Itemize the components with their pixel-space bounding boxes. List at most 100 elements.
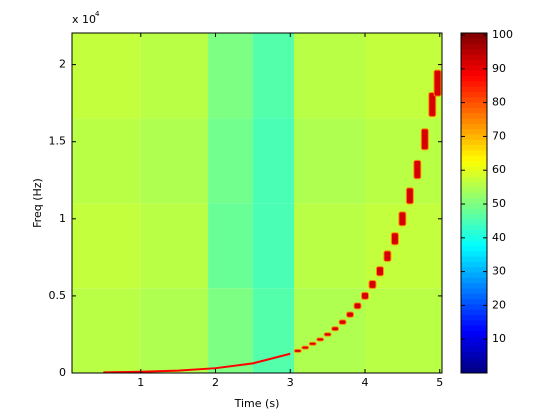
x-tick-label: 3 [287, 376, 294, 389]
colorbar-tick-label: 30 [492, 265, 506, 278]
spectrogram-cell [72, 288, 141, 373]
colorbar-tick-label: 20 [492, 298, 506, 311]
chirp-segment [361, 291, 370, 300]
colorbar-tick-label: 70 [492, 129, 506, 142]
chirp-segment [346, 311, 355, 318]
colorbar-step [461, 59, 487, 66]
spectrogram-cell [72, 118, 141, 204]
colorbar-step [461, 176, 487, 183]
colorbar-step [461, 43, 487, 50]
colorbar-step [461, 309, 487, 316]
colorbar-step [461, 218, 487, 225]
colorbar-step [461, 335, 487, 342]
y-tick-label: 1.5 [49, 135, 67, 148]
chirp-segment [375, 266, 384, 277]
colorbar-step [461, 266, 487, 273]
colorbar-step [461, 102, 487, 108]
colorbar-step [461, 187, 487, 193]
chirp-segment [405, 187, 414, 205]
colorbar-step [461, 192, 487, 199]
y-tick-label: 0.5 [49, 289, 67, 302]
colorbar-step [461, 367, 487, 374]
spectrogram-cell [72, 203, 141, 289]
spectrogram-cell [140, 203, 209, 289]
colorbar-step [461, 330, 487, 337]
y-tick-label: 1 [59, 212, 66, 225]
colorbar-step [461, 133, 487, 140]
colorbar-step [461, 272, 487, 278]
colorbar-step [461, 70, 487, 76]
colorbar-step [461, 293, 487, 300]
spectrogram-cell [140, 118, 209, 204]
colorbar-step [461, 282, 487, 289]
chirp-segment [293, 348, 302, 353]
spectrogram-cell [294, 33, 366, 119]
colorbar-step [461, 123, 487, 130]
colorbar-step [461, 351, 487, 358]
chirp-line [103, 352, 291, 374]
colorbar-step [461, 171, 487, 177]
spectrogram-cell [252, 118, 294, 204]
colorbar-step [461, 155, 487, 161]
colorbar-step [461, 314, 487, 321]
spectrogram-cell [365, 288, 442, 373]
colorbar-step [461, 149, 487, 156]
chirp-segment [353, 302, 362, 310]
y-exponent-base: x 10 [72, 13, 96, 26]
spectrogram-cell [294, 203, 366, 289]
colorbar-step [461, 240, 487, 246]
colorbar-step [461, 48, 487, 55]
colorbar-step [461, 96, 487, 103]
colorbar-step [461, 234, 487, 241]
colorbar-step [461, 303, 487, 310]
colorbar-step [461, 80, 487, 87]
x-axis-label: Time (s) [234, 397, 280, 410]
colorbar-step [461, 288, 487, 294]
colorbar-step [461, 64, 487, 71]
spectrogram-cell [208, 33, 253, 119]
spectrogram-cell [294, 288, 366, 373]
colorbar-step [461, 118, 487, 124]
colorbar-step [461, 245, 487, 252]
colorbar-step [461, 298, 487, 305]
colorbar-step [461, 160, 487, 167]
x-tick-label: 1 [137, 376, 144, 389]
colorbar-step [461, 319, 487, 326]
colorbar-step [461, 38, 487, 45]
colorbar-step [461, 181, 487, 188]
chirp-segment [308, 341, 317, 346]
colorbar-tick-label: 40 [492, 231, 506, 244]
colorbar-frame [460, 32, 488, 374]
colorbar-tick-label: 80 [492, 96, 506, 109]
chirp-segment [428, 91, 437, 118]
colorbar-step [461, 341, 487, 347]
colorbar-step [461, 229, 487, 236]
colorbar-step [461, 197, 487, 204]
chirp-segment [383, 250, 392, 262]
colorbar-step [461, 362, 487, 369]
x-tick-label: 5 [436, 376, 443, 389]
colorbar-step [461, 86, 487, 92]
chirp-segment [301, 345, 310, 350]
chirp-segment [338, 319, 347, 325]
spectrogram-cell [208, 288, 253, 373]
x-tick-label: 2 [212, 376, 219, 389]
spectrogram-cell [72, 33, 141, 119]
chirp-segment [413, 159, 422, 180]
chirp-segment [433, 69, 442, 97]
plot-frame [71, 32, 443, 374]
colorbar-step [461, 208, 487, 215]
colorbar-tick-label: 50 [492, 197, 506, 210]
chirp-segment [331, 326, 340, 332]
y-exponent-power: 4 [95, 10, 100, 18]
colorbar-step [461, 346, 487, 353]
chirp-segment [398, 211, 407, 227]
colorbar-step [461, 213, 487, 220]
chirp-segment [420, 128, 429, 151]
colorbar-step [461, 224, 487, 231]
colorbar-step [461, 277, 487, 284]
colorbar-step [461, 165, 487, 172]
spectrogram-cell [252, 288, 294, 373]
colorbar-step [461, 33, 487, 39]
